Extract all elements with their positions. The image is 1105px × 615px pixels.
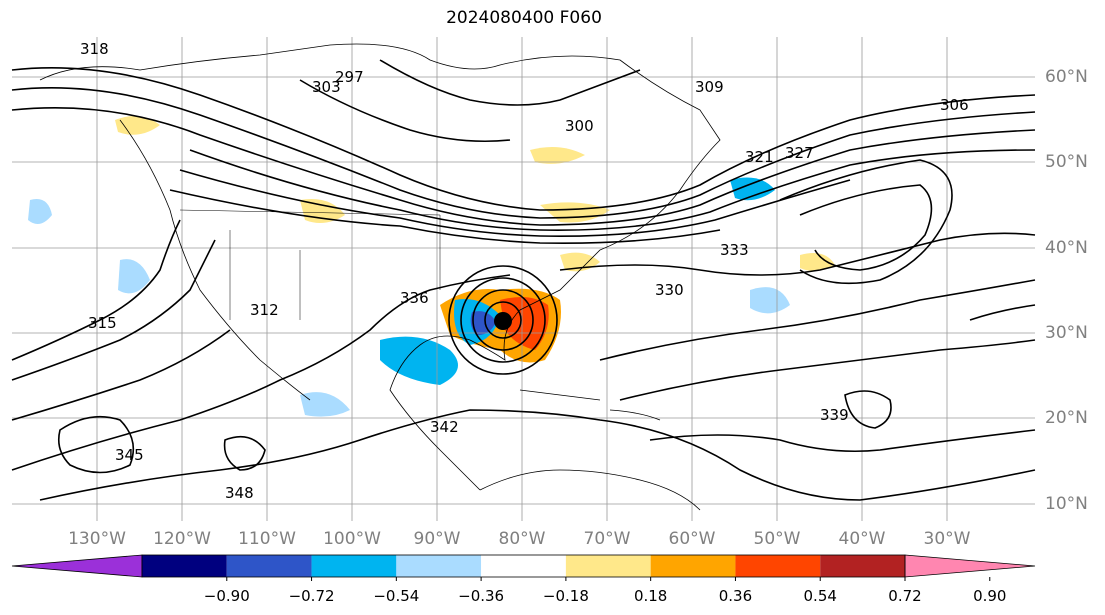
negative-anomaly-atlantic-east: [730, 177, 775, 201]
contour-label: 345: [115, 446, 144, 464]
border-lines: [179, 209, 441, 320]
positive-anomaly-core: [500, 296, 549, 350]
negative-light-atlantic: [750, 287, 790, 314]
storm-center-marker: [494, 312, 512, 330]
lon-label: 100°W: [323, 529, 381, 549]
contour-label: 333: [720, 241, 749, 259]
west-coast: [119, 119, 311, 401]
contour-label: 303: [312, 78, 341, 96]
colorbar-tick-label: −0.90: [203, 587, 250, 605]
lat-label: 20°N: [1045, 408, 1088, 428]
contour-label: 330: [655, 281, 684, 299]
contour-label: 309: [695, 78, 724, 96]
positive-light-canada: [530, 146, 585, 164]
lon-label: 130°W: [68, 529, 126, 549]
colorbar-tick-label: 0.54: [803, 587, 837, 605]
caribbean-islands: [519, 389, 661, 421]
negative-light-caribbean: [300, 392, 350, 417]
lat-label: 40°N: [1045, 238, 1088, 258]
colorbar-segment: [735, 555, 821, 577]
contour-label: 297: [335, 68, 364, 86]
map-title: 2024080400 F060: [446, 8, 602, 28]
lon-label: 120°W: [153, 529, 211, 549]
lon-label: 60°W: [668, 529, 716, 549]
contour-label: 321: [745, 148, 774, 166]
negative-light-west: [28, 199, 52, 224]
contour-label: 315: [88, 314, 117, 332]
colorbar-segment: [820, 555, 905, 577]
colorbar-tick-label: 0.72: [888, 587, 922, 605]
colorbar-segment: [481, 555, 566, 577]
contour-label: 342: [430, 418, 459, 436]
contour-label: 306: [940, 96, 969, 114]
colorbar-tick-label: −0.72: [288, 587, 335, 605]
colorbar-segment: [565, 555, 651, 577]
colorbar-tick-label: −0.36: [458, 587, 505, 605]
colorbar-segment: [311, 555, 397, 577]
negative-anomaly-mexico: [380, 336, 458, 385]
coastlines: [39, 43, 721, 511]
colorbar-frame: [141, 554, 906, 578]
lon-label: 110°W: [238, 529, 296, 549]
colorbar-tick-label: −0.54: [373, 587, 420, 605]
contour-label: 300: [565, 117, 594, 135]
south-america-coast: [479, 469, 701, 511]
colorbar-extend-low: [11, 554, 143, 578]
positive-light-pacific: [115, 116, 160, 135]
lon-label: 80°W: [498, 529, 546, 549]
negative-anomaly-core: [470, 311, 496, 336]
lat-label: 50°N: [1045, 152, 1088, 172]
negative-light-pacific: [118, 259, 150, 294]
colorbar-tick-label: 0.18: [633, 587, 668, 605]
lon-label: 50°W: [753, 529, 801, 549]
colorbar-segment: [396, 555, 482, 577]
colorbar-segment: [650, 555, 736, 577]
colorbar: [11, 554, 1036, 581]
colorbar-tick-label: 0.90: [973, 587, 1007, 605]
north-america-coast: [39, 43, 721, 491]
lon-label: 40°W: [838, 529, 886, 549]
colorbar-tick-label: 0.36: [718, 587, 753, 605]
contour-label: 318: [80, 40, 109, 58]
map-panel: [12, 37, 1035, 521]
lon-label: 30°W: [923, 529, 971, 549]
lat-label: 30°N: [1045, 323, 1088, 343]
lat-label: 60°N: [1045, 67, 1088, 87]
contours: [11, 59, 1036, 501]
contour-label: 348: [225, 484, 254, 502]
colorbar-tick-label: −0.18: [542, 587, 589, 605]
colorbar-extend-high: [904, 554, 1036, 578]
colorbar-segment: [226, 555, 312, 577]
contour-label: 339: [820, 406, 849, 424]
contour-label: 336: [400, 289, 429, 307]
positive-light-atlantic: [800, 252, 835, 271]
colorbar-segment: [142, 555, 227, 577]
contour-label: 312: [250, 301, 279, 319]
lon-label: 70°W: [583, 529, 631, 549]
contour-label: 327: [785, 144, 814, 162]
lon-label: 90°W: [413, 529, 461, 549]
lat-label: 10°N: [1045, 494, 1088, 514]
